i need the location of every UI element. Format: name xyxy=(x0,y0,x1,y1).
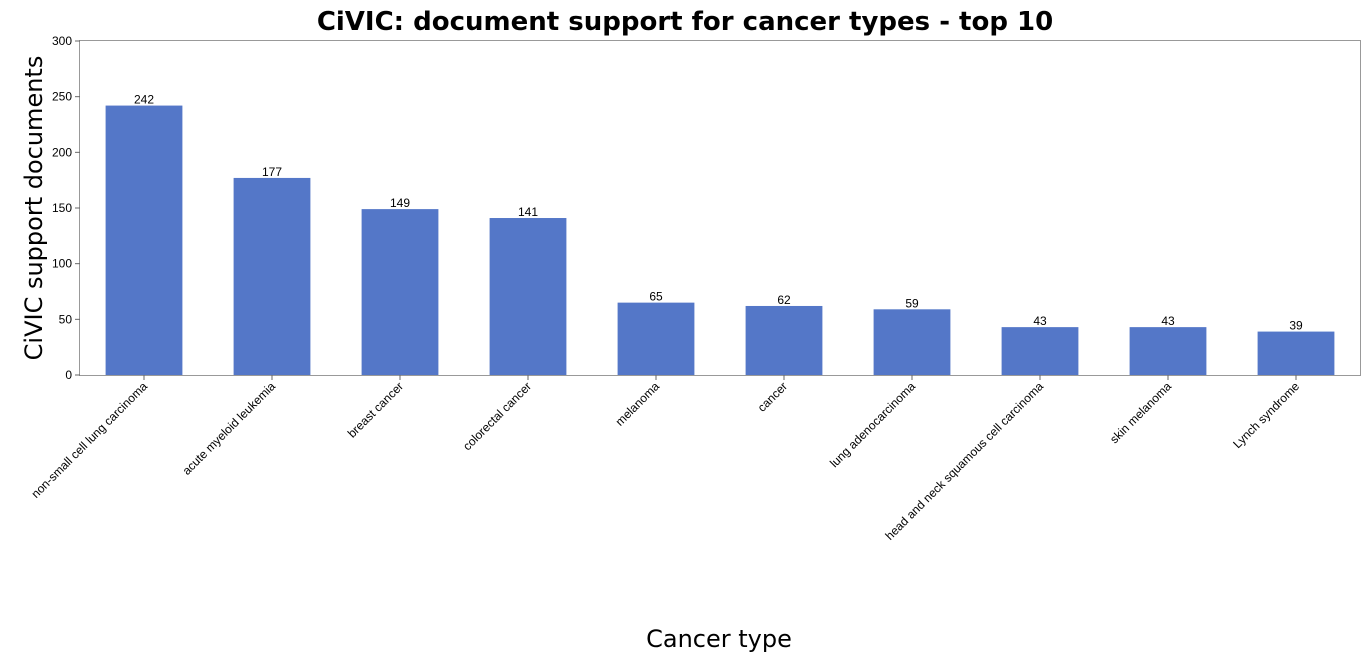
bar xyxy=(1129,327,1207,375)
bar-value-label: 62 xyxy=(777,293,791,307)
bar-value-label: 43 xyxy=(1033,314,1047,328)
bar-value-label: 177 xyxy=(262,165,282,179)
bar xyxy=(873,309,951,375)
y-axis-title: CiVIC support documents xyxy=(20,56,48,361)
y-tick-label: 150 xyxy=(52,201,72,215)
bars xyxy=(105,105,1335,375)
bar xyxy=(361,209,439,375)
x-tick-label: lung adenocarcinoma xyxy=(827,379,918,470)
bar xyxy=(489,218,567,375)
x-tick-label: melanoma xyxy=(613,379,663,429)
x-tick-label: skin melanoma xyxy=(1107,379,1174,446)
bar-value-label: 149 xyxy=(390,196,410,210)
bar-value-labels: 242 177 149 141 65 62 59 43 43 39 xyxy=(134,93,1303,333)
x-tick-label: colorectal cancer xyxy=(460,379,534,453)
bar-value-label: 59 xyxy=(905,296,919,310)
bar xyxy=(617,302,695,375)
y-tick-label: 200 xyxy=(52,145,72,159)
bar-value-label: 141 xyxy=(518,205,538,219)
y-tick-label: 250 xyxy=(52,90,72,104)
bar xyxy=(233,177,311,375)
x-tick-label: head and neck squamous cell carcinoma xyxy=(882,379,1046,543)
chart-title: CiVIC: document support for cancer types… xyxy=(317,7,1053,37)
y-tick-label: 50 xyxy=(59,312,73,326)
x-tick-label: Lynch syndrome xyxy=(1230,379,1302,451)
x-tick-label: non-small cell lung carcinoma xyxy=(28,379,150,501)
y-tick-label: 0 xyxy=(65,368,72,382)
bar-value-label: 242 xyxy=(134,93,154,107)
bar-value-label: 43 xyxy=(1161,314,1175,328)
x-tick-label: cancer xyxy=(755,379,790,414)
x-axis: non-small cell lung carcinoma acute myelo… xyxy=(28,375,1302,543)
x-tick-label: breast cancer xyxy=(345,379,406,440)
y-tick-label: 300 xyxy=(52,34,72,48)
bar xyxy=(105,105,183,375)
bar xyxy=(745,305,823,375)
x-axis-title: Cancer type xyxy=(646,625,792,653)
bar xyxy=(1001,327,1079,375)
bar-value-label: 65 xyxy=(649,290,663,304)
y-axis: 0 50 100 150 200 250 300 xyxy=(52,34,80,382)
x-tick-label: acute myeloid leukemia xyxy=(180,379,279,478)
y-tick-label: 100 xyxy=(52,257,72,271)
bar xyxy=(1257,331,1335,375)
bar-value-label: 39 xyxy=(1289,319,1303,333)
